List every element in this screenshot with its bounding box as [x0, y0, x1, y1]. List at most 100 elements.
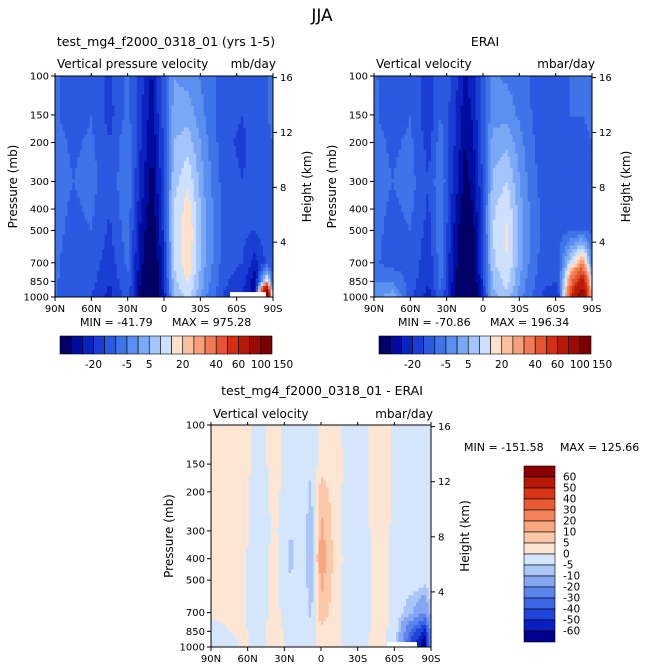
field-cell — [183, 105, 187, 110]
field-cell — [191, 204, 195, 209]
field-cell — [109, 249, 113, 254]
field-cell — [126, 193, 130, 198]
field-cell — [94, 204, 98, 209]
field-cell — [223, 83, 227, 88]
field-cell — [240, 186, 244, 191]
field-cell — [186, 90, 190, 95]
field-cell — [228, 83, 232, 88]
field-cell — [104, 249, 108, 254]
field-cell — [213, 153, 217, 158]
field-cell — [154, 98, 157, 103]
field-cell — [67, 131, 71, 136]
field-cell — [55, 201, 58, 206]
field-cell — [201, 90, 205, 95]
field-cell — [82, 83, 86, 88]
field-cell — [72, 249, 76, 254]
field-cell — [114, 256, 118, 261]
field-cell — [62, 145, 66, 151]
field-cell — [218, 164, 222, 169]
field-cell — [141, 98, 145, 103]
field-cell — [59, 230, 63, 235]
field-cell — [151, 116, 155, 121]
field-cell — [55, 263, 58, 268]
field-cell — [124, 282, 128, 287]
field-cell — [171, 230, 175, 235]
field-cell — [92, 120, 96, 125]
field-cell — [253, 219, 257, 224]
field-cell — [223, 282, 227, 287]
field-cell — [131, 83, 135, 88]
field-cell — [89, 76, 93, 81]
field-cell — [176, 245, 180, 250]
field-cell — [228, 238, 232, 243]
field-cell — [171, 157, 175, 162]
field-cell — [77, 241, 81, 246]
field-cell — [216, 271, 219, 276]
field-cell — [116, 282, 120, 287]
field-cell — [92, 109, 96, 114]
field-cell — [87, 87, 91, 92]
field-cell — [92, 112, 96, 117]
field-cell — [104, 142, 108, 147]
field-cell — [141, 171, 145, 176]
field-cell — [178, 289, 182, 294]
field-cell — [144, 271, 148, 276]
field-cell — [255, 249, 259, 254]
field-cell — [198, 182, 202, 187]
field-cell — [211, 164, 214, 169]
field-cell — [104, 112, 108, 117]
field-cell — [121, 274, 125, 279]
field-cell — [104, 76, 108, 81]
field-cell — [92, 230, 96, 235]
field-cell — [114, 179, 118, 184]
field-cell — [55, 223, 58, 228]
field-cell — [97, 175, 100, 180]
field-cell — [82, 201, 86, 206]
field-cell — [124, 131, 128, 136]
field-cell — [176, 227, 180, 232]
field-cell — [116, 164, 120, 169]
field-cell — [72, 116, 76, 121]
field-cell — [230, 241, 234, 246]
field-cell — [235, 87, 239, 92]
field-cell — [97, 278, 100, 283]
field-cell — [77, 256, 81, 261]
field-cell — [121, 171, 125, 176]
field-cell — [253, 208, 257, 213]
field-cell — [235, 79, 239, 84]
field-cell — [206, 76, 209, 81]
field-cell — [225, 109, 229, 114]
field-cell — [168, 116, 172, 121]
field-cell — [230, 193, 234, 198]
field-cell — [213, 241, 217, 246]
field-cell — [84, 160, 88, 165]
field-cell — [104, 87, 108, 92]
field-cell — [193, 160, 197, 165]
field-cell — [191, 131, 195, 136]
field-cell — [164, 175, 167, 180]
field-cell — [151, 83, 155, 88]
field-cell — [203, 245, 207, 250]
field-cell — [121, 182, 125, 187]
field-cell — [64, 153, 68, 158]
field-cell — [72, 234, 76, 239]
field-cell — [223, 164, 227, 169]
field-cell — [188, 179, 192, 184]
field-cell — [131, 94, 135, 99]
field-cell — [126, 112, 130, 117]
field-cell — [64, 241, 68, 246]
field-cell — [107, 267, 110, 272]
field-cell — [164, 179, 167, 184]
field-cell — [154, 260, 157, 265]
field-cell — [253, 171, 257, 176]
field-cell — [144, 197, 148, 202]
field-cell — [168, 249, 172, 254]
field-cell — [225, 127, 229, 132]
field-cell — [208, 201, 212, 206]
field-cell — [102, 160, 105, 165]
field-cell — [87, 263, 91, 268]
field-cell — [69, 215, 73, 221]
field-cell — [211, 278, 214, 283]
field-cell — [124, 83, 128, 88]
field-cell — [72, 120, 76, 125]
